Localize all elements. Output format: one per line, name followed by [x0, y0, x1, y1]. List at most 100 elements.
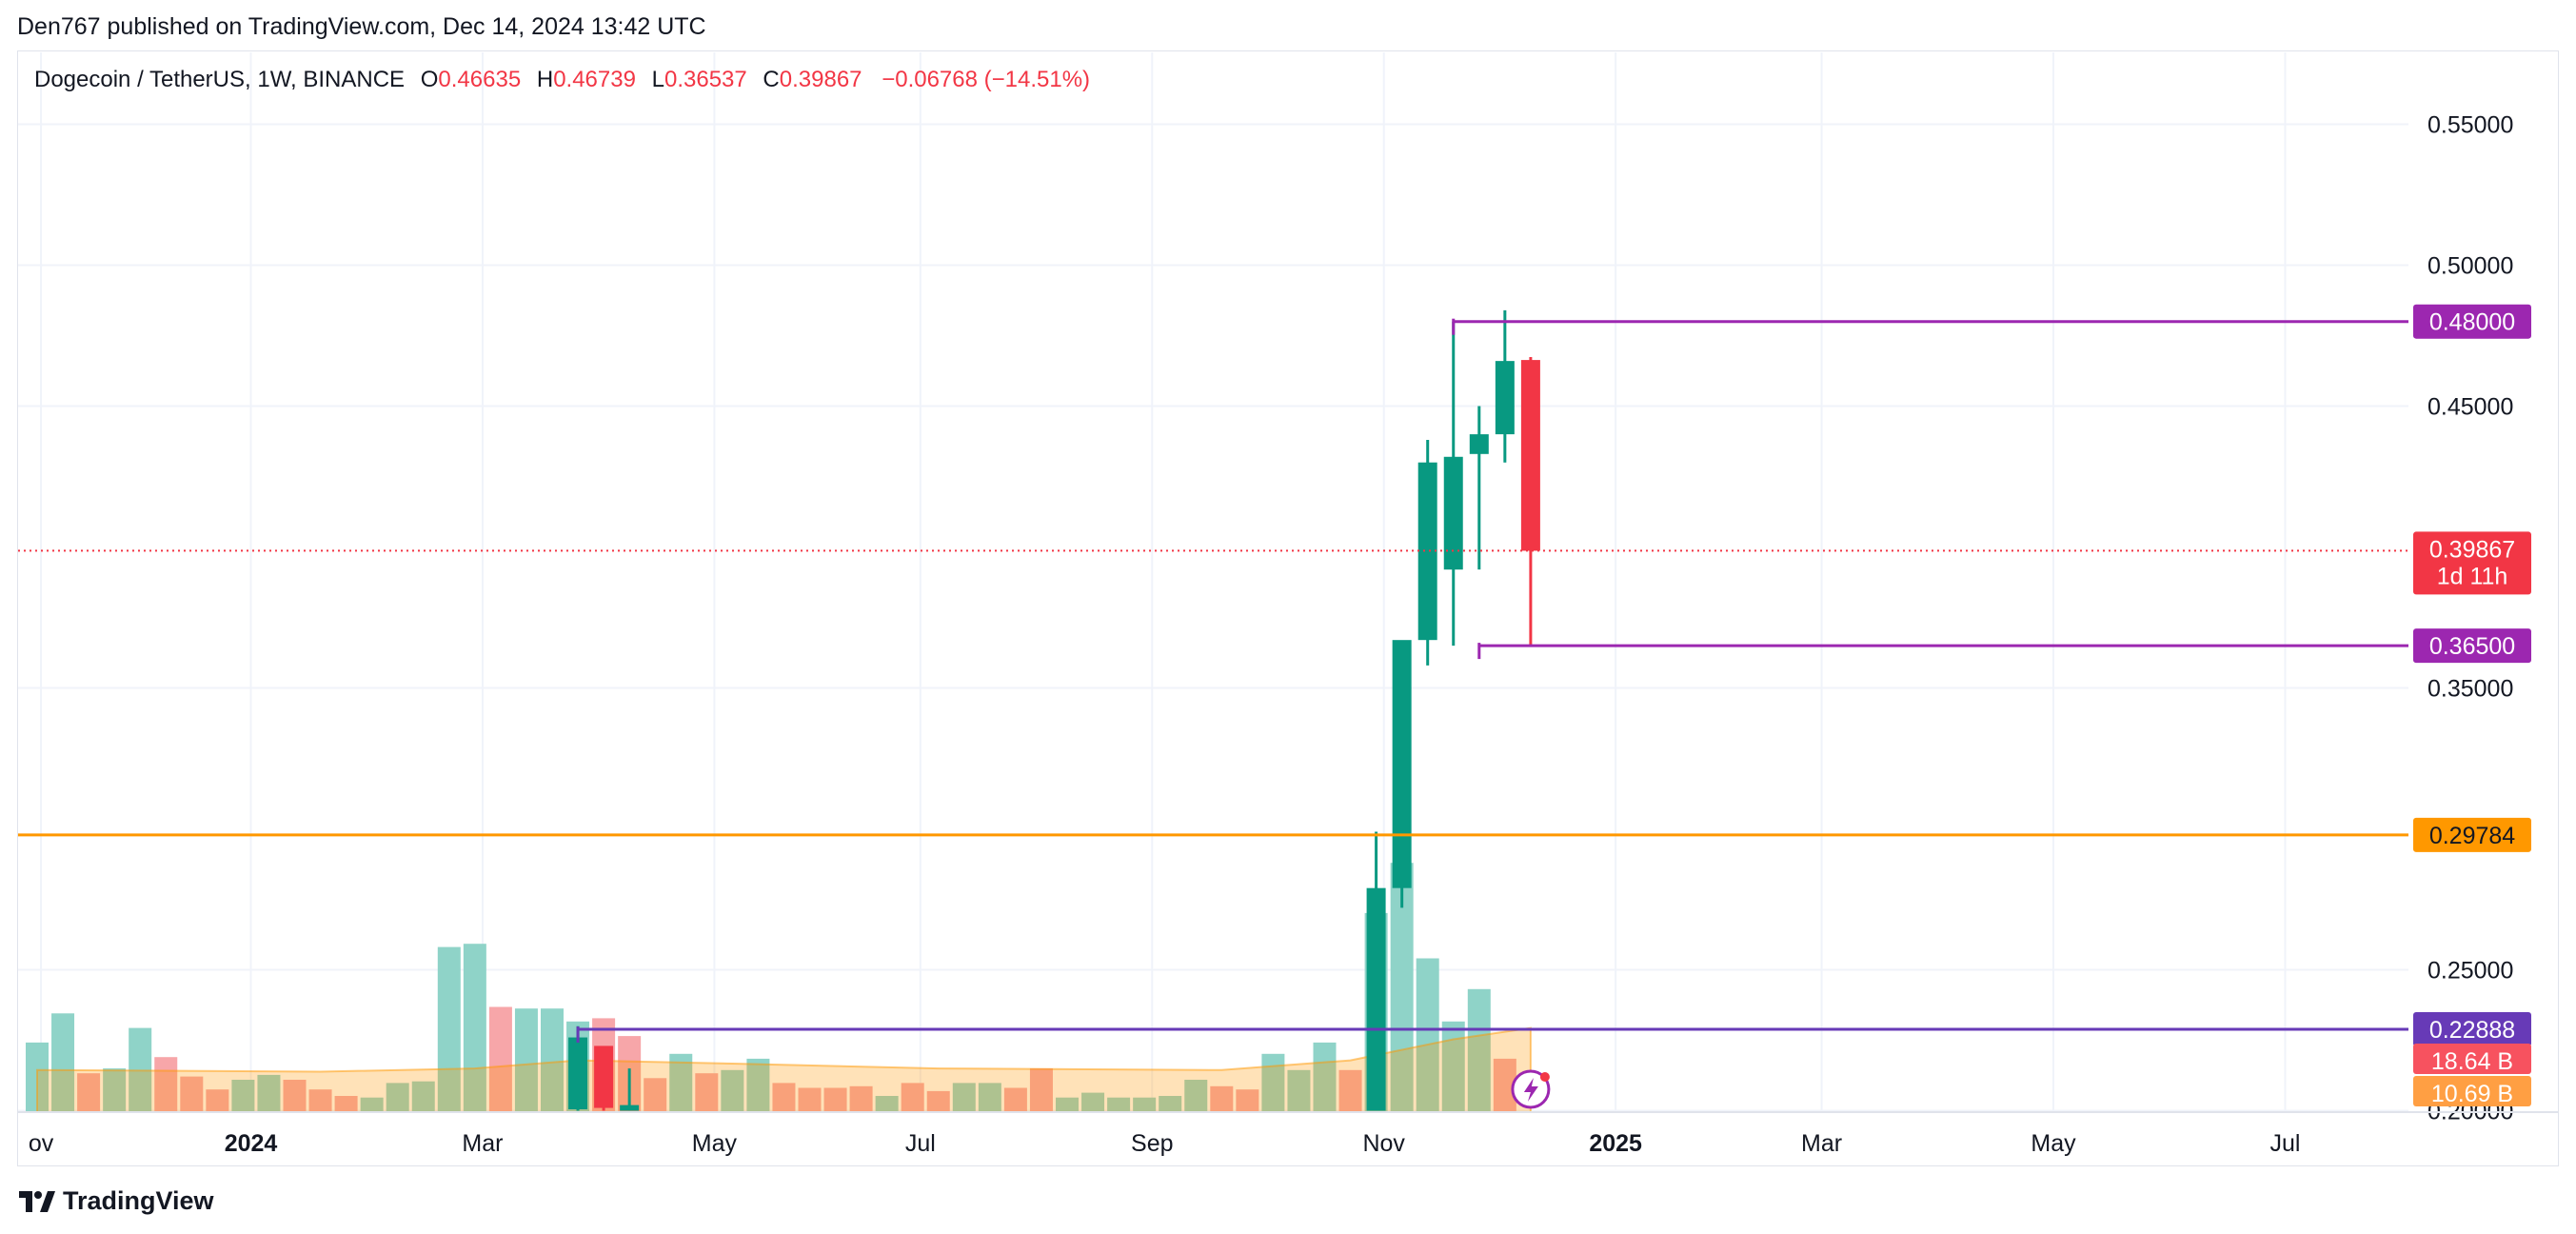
close-label: C	[763, 67, 780, 92]
time-tick-label: Mar	[1801, 1130, 1842, 1157]
volume-bar	[437, 946, 461, 1112]
published-by-text: Den767 published on TradingView.com, Dec…	[17, 13, 706, 40]
volume-value-label[interactable]: 18.64 B	[2413, 1044, 2531, 1075]
candle[interactable]	[1366, 831, 1386, 1111]
candle[interactable]	[1469, 406, 1489, 570]
time-tick-label: 2025	[1589, 1130, 1642, 1157]
time-tick-label: Jul	[2269, 1130, 2300, 1157]
time-tick-label: May	[692, 1130, 738, 1157]
volume-bar	[952, 1083, 976, 1112]
high-label: H	[536, 67, 554, 92]
volume-value-label-text: 18.64 B	[2431, 1048, 2513, 1075]
candle[interactable]	[594, 1045, 614, 1111]
candle[interactable]	[1520, 357, 1540, 646]
symbol-title[interactable]: Dogecoin / TetherUS, 1W, BINANCE	[34, 67, 406, 92]
candle[interactable]	[1495, 309, 1515, 463]
time-tick-label: Jul	[905, 1130, 936, 1157]
volume-bar	[644, 1078, 667, 1112]
volume-bar	[1133, 1097, 1157, 1112]
candle[interactable]	[1417, 440, 1437, 666]
volume-bar	[154, 1057, 178, 1112]
violet-level-line-label[interactable]: 0.22888	[2413, 1012, 2531, 1047]
volume-bar	[77, 1073, 101, 1112]
volume-bar	[103, 1068, 127, 1112]
resistance-line-label[interactable]: 0.48000	[2413, 304, 2531, 339]
grid	[18, 52, 2408, 1112]
volume-bar	[1441, 1021, 1465, 1112]
candle-body	[594, 1045, 614, 1108]
close-value: 0.39867	[779, 67, 862, 92]
tradingview-brand-text: TradingView	[63, 1186, 214, 1215]
current-price-label-text: 1d 11h	[2437, 563, 2508, 589]
volume-bar	[334, 1096, 358, 1112]
violet-level-line-label-text: 0.22888	[2429, 1017, 2515, 1044]
volume-bar	[180, 1076, 204, 1112]
time-tick-label: 2024	[225, 1130, 278, 1157]
orange-level-line-label-text: 0.29784	[2429, 823, 2515, 849]
volume-bar	[411, 1081, 435, 1112]
volume-bar	[721, 1069, 744, 1112]
price-axis[interactable]: 0.550000.500000.450000.350000.250000.200…	[2427, 111, 2513, 1125]
price-tick-label: 0.35000	[2427, 676, 2513, 703]
low-value: 0.36537	[664, 67, 747, 92]
time-tick-label: Nov	[1362, 1130, 1405, 1157]
volume-bar	[1081, 1092, 1105, 1112]
volume-bar	[1184, 1080, 1208, 1112]
volume-bar	[926, 1090, 950, 1112]
candle-body	[1392, 640, 1412, 888]
resistance-line-label-text: 0.48000	[2429, 309, 2515, 336]
volume-bar	[488, 1006, 512, 1112]
volume-bar	[772, 1083, 796, 1112]
time-tick-label: May	[2031, 1130, 2076, 1157]
volume-bar	[360, 1097, 384, 1112]
candle[interactable]	[620, 1068, 640, 1111]
support-line-label-text: 0.36500	[2429, 633, 2515, 660]
flash-alert-icon[interactable]	[1511, 1069, 1551, 1109]
volume-bar	[1029, 1068, 1053, 1112]
orange-level-line-label[interactable]: 0.29784	[2413, 817, 2531, 852]
low-label: L	[651, 67, 664, 92]
volume-bar	[257, 1074, 281, 1112]
volume-bar	[308, 1089, 332, 1112]
open-value: 0.46635	[438, 67, 522, 92]
change-value: −0.06768 (−14.51%)	[882, 67, 1091, 92]
volume-bar	[514, 1008, 538, 1112]
volume-bar	[798, 1087, 822, 1112]
volume-ma-area	[36, 1026, 1532, 1112]
time-tick-label: Mar	[462, 1130, 503, 1157]
price-tick-label: 0.45000	[2427, 393, 2513, 420]
volume-bar	[1313, 1042, 1337, 1112]
chart-frame	[17, 50, 2559, 1166]
volume-bar	[1338, 1069, 1362, 1112]
volume-bar	[1467, 988, 1491, 1112]
volume-bar	[746, 1058, 770, 1112]
time-axis[interactable]: ov 2024 Mar May Jul Sep Nov 2025 Mar May Jul	[18, 1111, 2559, 1157]
volume-bar	[231, 1080, 255, 1112]
volume-bar	[1261, 1053, 1285, 1112]
volume-bar	[823, 1087, 847, 1112]
candle-body	[620, 1105, 640, 1111]
volume-bar	[1056, 1097, 1079, 1112]
volume-bar	[901, 1083, 924, 1112]
candle-body	[1366, 887, 1386, 1111]
candle-body	[1469, 434, 1489, 454]
price-tick-label: 0.25000	[2427, 958, 2513, 985]
volume-bar	[541, 1008, 564, 1112]
time-tick-label: Sep	[1131, 1130, 1173, 1157]
volume-value-label[interactable]: 10.69 B	[2413, 1076, 2531, 1107]
candle-body	[1417, 462, 1437, 641]
plot-area[interactable]	[26, 309, 1540, 1112]
tradingview-logo[interactable]: TradingView	[19, 1186, 214, 1216]
price-tick-label: 0.50000	[2427, 252, 2513, 279]
volume-bar	[206, 1089, 229, 1112]
candle[interactable]	[1392, 640, 1412, 908]
price-tick-label: 0.55000	[2427, 111, 2513, 138]
time-tick-label: ov	[29, 1130, 54, 1157]
current-price-label-text: 0.39867	[2429, 536, 2515, 563]
candle[interactable]	[1443, 321, 1463, 647]
support-line-label[interactable]: 0.36500	[2413, 628, 2531, 664]
candles	[568, 309, 1540, 1111]
symbol-legend: Dogecoin / TetherUS, 1W, BINANCE O0.4663…	[34, 67, 1090, 93]
